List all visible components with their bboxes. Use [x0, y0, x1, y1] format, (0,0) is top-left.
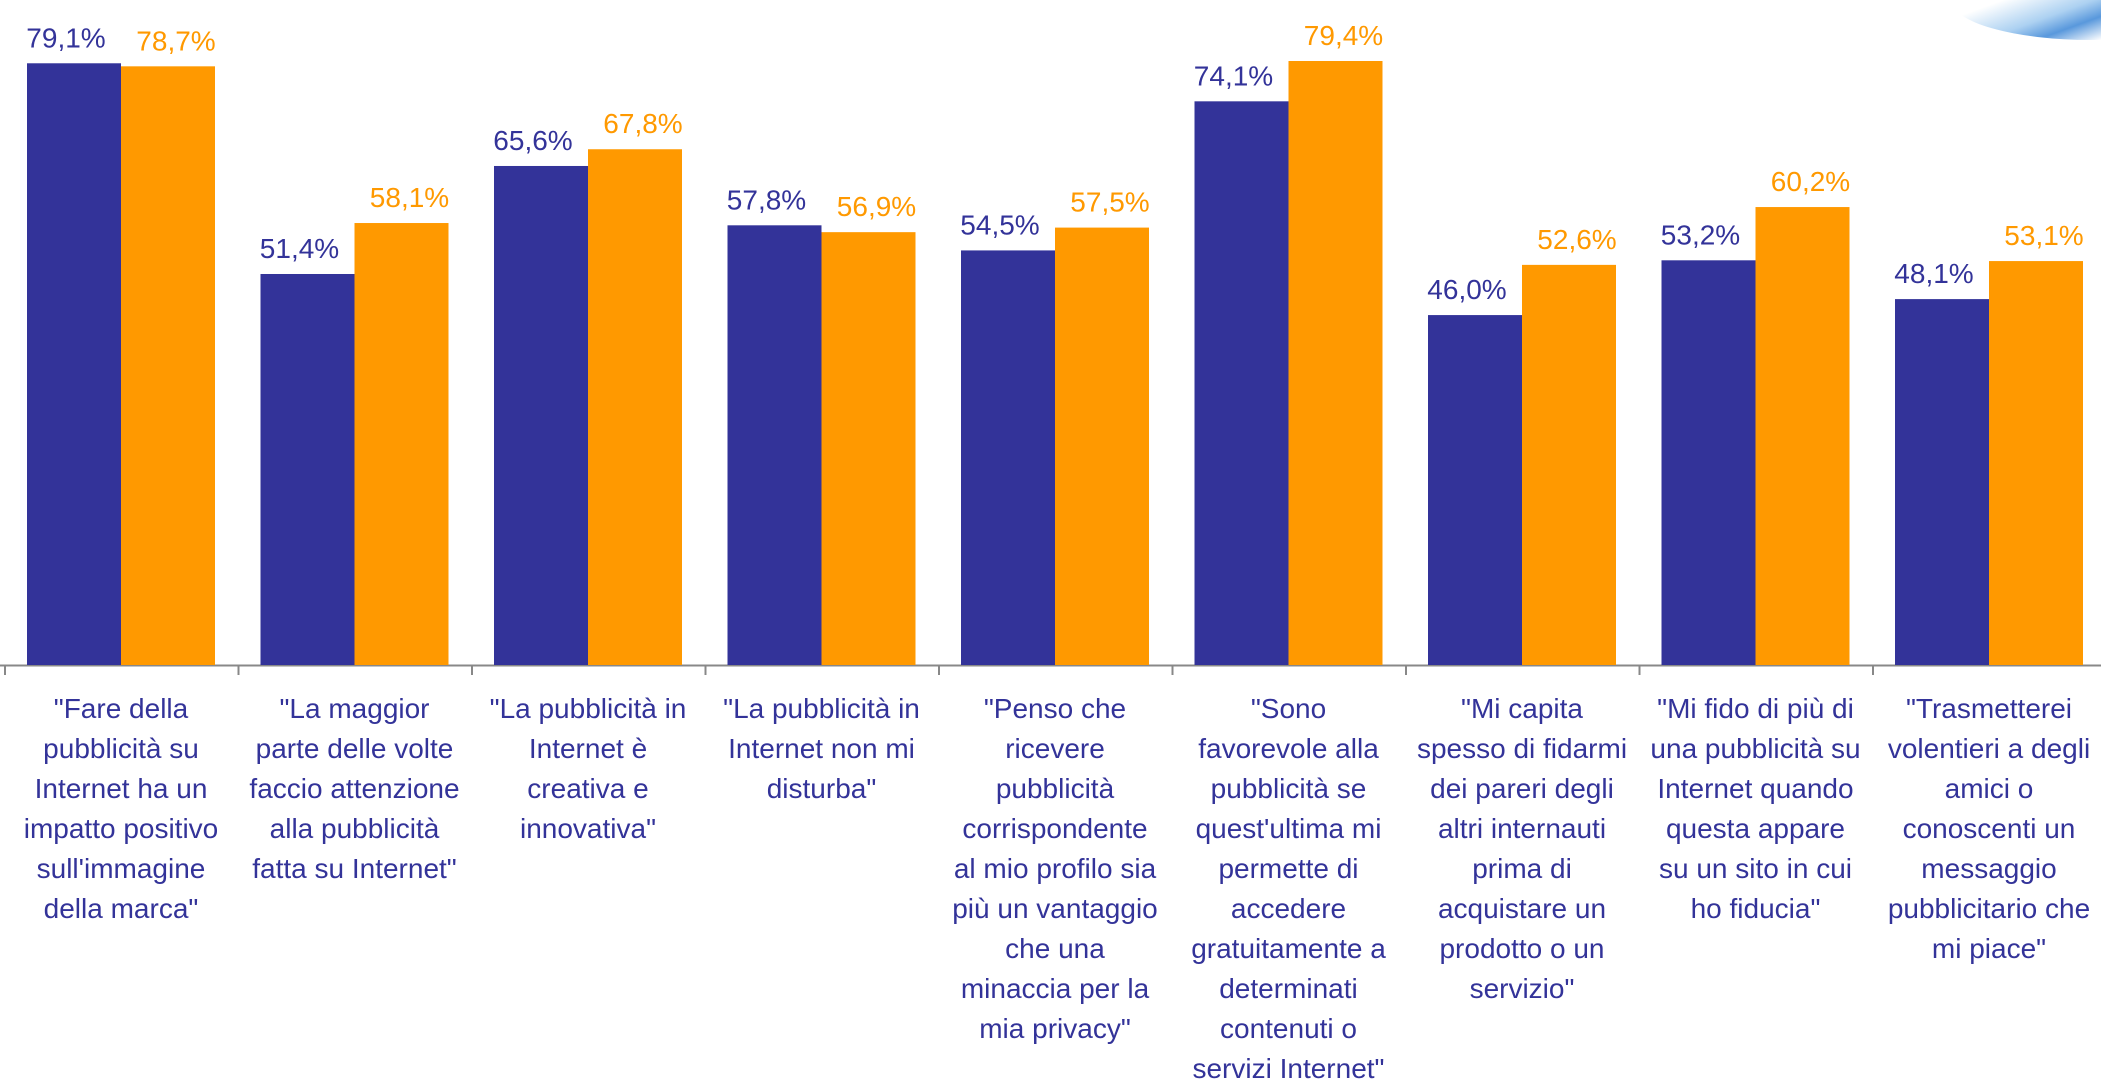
- data-label-series-2-cat-7: 52,6%: [1537, 224, 1616, 255]
- bar-series-2-cat-3: [588, 149, 682, 665]
- bar-series-2-cat-9: [1989, 261, 2083, 665]
- bar-series-1-cat-9: [1895, 299, 1989, 665]
- bar-series-2-cat-5: [1055, 227, 1149, 665]
- data-label-series-1-cat-7: 46,0%: [1427, 274, 1506, 305]
- bar-series-2-cat-7: [1522, 264, 1616, 665]
- data-label-series-2-cat-2: 58,1%: [370, 182, 449, 213]
- bar-series-1-cat-2: [260, 273, 355, 665]
- data-label-series-1-cat-3: 65,6%: [493, 125, 572, 156]
- data-label-series-2-cat-9: 53,1%: [2004, 220, 2083, 251]
- data-label-series-2-cat-5: 57,5%: [1070, 187, 1149, 218]
- bar-series-2-cat-2: [354, 223, 449, 666]
- data-label-series-1-cat-8: 53,2%: [1661, 219, 1740, 250]
- category-label: "Mi fido di più di una pubblicità su Int…: [1650, 693, 1861, 924]
- category-label: "La pubblicità in Internet è creativa e …: [489, 693, 687, 844]
- data-label-series-1-cat-1: 79,1%: [26, 22, 105, 53]
- data-label-series-2-cat-3: 67,8%: [603, 108, 682, 139]
- data-label-series-1-cat-9: 48,1%: [1894, 258, 1973, 289]
- bar-series-1-cat-3: [494, 165, 588, 665]
- data-label-series-2-cat-1: 78,7%: [136, 25, 215, 56]
- data-label-series-2-cat-6: 79,4%: [1304, 20, 1383, 51]
- data-label-series-1-cat-4: 57,8%: [727, 184, 806, 215]
- bar-series-1-cat-8: [1661, 260, 1756, 665]
- data-label-series-2-cat-8: 60,2%: [1771, 166, 1850, 197]
- category-label: "Sono favorevole alla pubblicità se ques…: [1191, 693, 1386, 1084]
- data-label-series-2-cat-4: 56,9%: [837, 191, 916, 222]
- data-label-series-1-cat-5: 54,5%: [960, 209, 1039, 240]
- bar-series-1-cat-6: [1194, 101, 1289, 665]
- bar-series-2-cat-8: [1755, 207, 1850, 665]
- category-label: "Mi capita spesso di fidarmi dei pareri …: [1416, 693, 1628, 1004]
- bar-series-1-cat-5: [961, 250, 1055, 665]
- category-label: "Penso che ricevere pubblicità corrispon…: [952, 693, 1158, 1044]
- bar-series-2-cat-6: [1288, 61, 1383, 665]
- bar-series-2-cat-4: [821, 232, 916, 665]
- data-label-series-1-cat-2: 51,4%: [260, 233, 339, 264]
- bar-series-2-cat-1: [121, 66, 215, 665]
- category-label: "La maggior parte delle volte faccio att…: [249, 693, 460, 884]
- bar-series-1-cat-7: [1428, 315, 1522, 665]
- bar-series-1-cat-1: [27, 63, 121, 666]
- category-label: "Trasmetterei volentieri a degli amici o…: [1887, 693, 2091, 964]
- data-label-series-1-cat-6: 74,1%: [1194, 60, 1273, 91]
- category-label: "Fare della pubblicità su Internet ha un…: [23, 693, 219, 924]
- bar-series-1-cat-4: [727, 225, 822, 665]
- category-label: "La pubblicità in Internet non mi distur…: [723, 693, 920, 804]
